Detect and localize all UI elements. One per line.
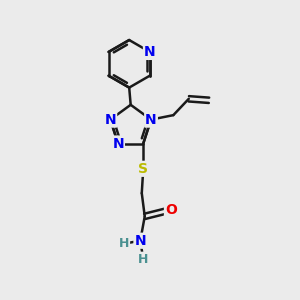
Text: N: N — [112, 136, 124, 151]
Text: N: N — [145, 112, 157, 127]
Text: S: S — [138, 162, 148, 176]
Text: H: H — [119, 237, 129, 250]
Text: O: O — [165, 203, 177, 217]
Text: N: N — [144, 45, 156, 59]
Text: N: N — [134, 234, 146, 248]
Text: N: N — [104, 112, 116, 127]
Text: H: H — [138, 253, 148, 266]
